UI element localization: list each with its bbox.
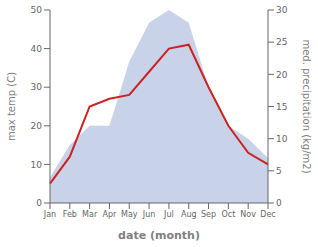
svg-text:med. precipitation (kg/m2): med. precipitation (kg/m2) <box>301 39 310 173</box>
svg-text:Jun: Jun <box>142 210 156 219</box>
svg-text:Mar: Mar <box>82 210 98 219</box>
svg-text:30: 30 <box>31 82 43 92</box>
svg-text:20: 20 <box>276 70 288 80</box>
svg-text:Feb: Feb <box>63 210 77 219</box>
svg-text:0: 0 <box>276 198 282 208</box>
svg-text:date (month): date (month) <box>118 229 200 242</box>
svg-text:Oct: Oct <box>221 210 235 219</box>
svg-text:15: 15 <box>276 102 287 112</box>
svg-text:5: 5 <box>276 166 282 176</box>
svg-text:max temp (C): max temp (C) <box>8 72 17 141</box>
svg-text:25: 25 <box>276 37 287 47</box>
svg-text:Jan: Jan <box>43 210 56 219</box>
svg-text:40: 40 <box>31 44 43 54</box>
svg-text:Nov: Nov <box>240 210 256 219</box>
svg-text:Jul: Jul <box>163 210 174 219</box>
svg-text:50: 50 <box>31 5 43 15</box>
svg-text:10: 10 <box>31 160 43 170</box>
svg-text:Sep: Sep <box>201 210 216 219</box>
svg-text:10: 10 <box>276 134 288 144</box>
svg-text:Aug: Aug <box>181 210 197 219</box>
svg-text:20: 20 <box>31 121 43 131</box>
svg-text:Apr: Apr <box>103 210 118 219</box>
svg-text:May: May <box>121 210 138 219</box>
svg-text:0: 0 <box>36 198 42 208</box>
svg-text:Dec: Dec <box>260 210 275 219</box>
svg-text:30: 30 <box>276 5 288 15</box>
